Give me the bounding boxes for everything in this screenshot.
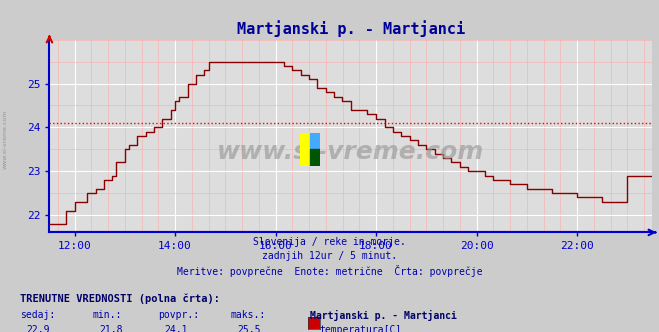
- Text: Meritve: povprečne  Enote: metrične  Črta: povprečje: Meritve: povprečne Enote: metrične Črta:…: [177, 265, 482, 277]
- Text: sedaj:: sedaj:: [20, 310, 55, 320]
- Text: povpr.:: povpr.:: [158, 310, 199, 320]
- Text: TRENUTNE VREDNOSTI (polna črta):: TRENUTNE VREDNOSTI (polna črta):: [20, 294, 219, 304]
- Text: zadnjih 12ur / 5 minut.: zadnjih 12ur / 5 minut.: [262, 251, 397, 261]
- Text: 21,8: 21,8: [99, 325, 123, 332]
- Text: 25,5: 25,5: [237, 325, 261, 332]
- Text: www.si-vreme.com: www.si-vreme.com: [217, 139, 484, 164]
- Text: 24,1: 24,1: [165, 325, 188, 332]
- Text: min.:: min.:: [92, 310, 122, 320]
- Text: Slovenija / reke in morje.: Slovenija / reke in morje.: [253, 237, 406, 247]
- Text: Martjanski p. - Martjanci: Martjanski p. - Martjanci: [310, 310, 457, 321]
- Bar: [310, 133, 320, 149]
- Bar: [300, 133, 310, 166]
- Title: Martjanski p. - Martjanci: Martjanski p. - Martjanci: [237, 21, 465, 37]
- Text: 22,9: 22,9: [26, 325, 50, 332]
- Bar: [310, 149, 320, 166]
- Text: maks.:: maks.:: [231, 310, 266, 320]
- Text: www.si-vreme.com: www.si-vreme.com: [3, 110, 8, 169]
- Text: temperatura[C]: temperatura[C]: [320, 325, 402, 332]
